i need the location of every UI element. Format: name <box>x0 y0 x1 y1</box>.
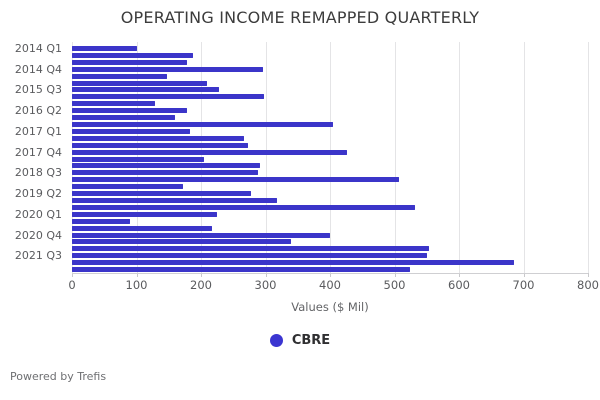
bar-2021-q4[interactable] <box>72 260 515 266</box>
x-tick-label-400: 400 <box>319 278 341 292</box>
chart-title: OPERATING INCOME REMAPPED QUARTERLY <box>120 8 480 27</box>
x-tick-label-800: 800 <box>577 278 599 292</box>
gridline-x-400 <box>330 42 331 273</box>
bar-2019-q3[interactable] <box>72 197 278 203</box>
x-tick-label-700: 700 <box>512 278 535 292</box>
y-tick-label-2020-q1: 2020 Q1 <box>14 207 62 221</box>
x-tick-label-500: 500 <box>383 278 406 292</box>
bar-2014-q4[interactable] <box>72 66 263 72</box>
bar-2017-q2[interactable] <box>72 135 244 141</box>
bar-2017-q1[interactable] <box>72 128 191 134</box>
gridline-x-800 <box>588 42 589 273</box>
bar-2022-q1[interactable] <box>72 267 410 273</box>
bar-2018-q4[interactable] <box>72 177 399 183</box>
x-tick-label-100: 100 <box>125 278 148 292</box>
bar-2015-q3[interactable] <box>72 87 220 93</box>
bar-2016-q4[interactable] <box>72 121 333 127</box>
bar-2020-q3[interactable] <box>72 225 212 231</box>
y-tick-label-2018-q3: 2018 Q3 <box>14 166 62 180</box>
bar-2016-q1[interactable] <box>72 101 155 107</box>
bar-2021-q1[interactable] <box>72 239 291 245</box>
x-tickmark-300 <box>265 273 267 277</box>
legend-series-label: CBRE <box>291 333 331 348</box>
bar-2019-q1[interactable] <box>72 184 183 190</box>
x-tickmark-100 <box>136 273 138 277</box>
x-tick-label-200: 200 <box>190 278 212 292</box>
powered-by-trefis: Powered by Trefis <box>10 370 107 383</box>
x-tick-label-300: 300 <box>254 278 277 292</box>
gridline-x-500 <box>394 42 396 273</box>
bar-2014-q2[interactable] <box>72 52 193 58</box>
bar-2020-q2[interactable] <box>72 218 131 224</box>
bar-2015-q1[interactable] <box>72 73 168 79</box>
x-tick-label-600: 600 <box>448 278 470 292</box>
legend[interactable]: CBRE <box>0 333 600 348</box>
bar-2014-q3[interactable] <box>72 59 187 65</box>
bar-2017-q4[interactable] <box>72 149 348 155</box>
x-tickmark-0 <box>72 273 73 277</box>
bar-2014-q1[interactable] <box>72 45 137 51</box>
y-tick-label-2020-q4: 2020 Q4 <box>14 228 62 242</box>
bar-2018-q3[interactable] <box>72 170 258 176</box>
bar-2019-q4[interactable] <box>72 204 416 210</box>
gridline-x-700 <box>523 42 525 273</box>
bar-2015-q4[interactable] <box>72 94 264 100</box>
bar-2016-q2[interactable] <box>72 108 188 114</box>
legend-dot-icon <box>269 334 283 347</box>
gridline-x-300 <box>265 42 267 273</box>
plot-area: 0 100 200 300 400 500 600 700 800 2014 Q1 2014 Q4 2… <box>14 41 599 292</box>
x-tickmark-400 <box>330 273 331 277</box>
y-tick-label-2015-q3: 2015 Q3 <box>14 83 62 97</box>
gridline-x-600 <box>459 42 460 273</box>
x-axis-title: Values ($ Mil) <box>291 300 369 314</box>
x-axis-line <box>72 273 588 274</box>
y-tick-label-2014-q4: 2014 Q4 <box>14 62 62 76</box>
bar-2018-q2[interactable] <box>72 163 260 169</box>
x-tickmark-500 <box>394 273 396 277</box>
y-tick-label-2019-q2: 2019 Q2 <box>14 187 62 201</box>
bar-2015-q2[interactable] <box>72 80 207 86</box>
y-tick-label-2017-q4: 2017 Q4 <box>14 145 62 159</box>
y-tick-label-2014-q1: 2014 Q1 <box>14 41 62 55</box>
bar-2018-q1[interactable] <box>72 156 205 162</box>
x-tickmark-600 <box>459 273 460 277</box>
x-tickmark-200 <box>201 273 202 277</box>
bar-2016-q3[interactable] <box>72 115 175 121</box>
x-tickmark-700 <box>523 273 525 277</box>
bar-2021-q2[interactable] <box>72 246 429 252</box>
y-tick-label-2016-q2: 2016 Q2 <box>14 104 62 118</box>
bar-2021-q3[interactable] <box>72 253 427 259</box>
bar-2017-q3[interactable] <box>72 142 249 148</box>
x-tick-label-0: 0 <box>68 278 76 292</box>
y-tick-label-2021-q3: 2021 Q3 <box>14 249 62 263</box>
bar-2020-q1[interactable] <box>72 211 218 217</box>
x-tickmark-800 <box>588 273 589 277</box>
bar-2019-q2[interactable] <box>72 191 251 197</box>
bar-2020-q4[interactable] <box>72 232 330 238</box>
y-tick-label-2017-q1: 2017 Q1 <box>14 124 62 138</box>
